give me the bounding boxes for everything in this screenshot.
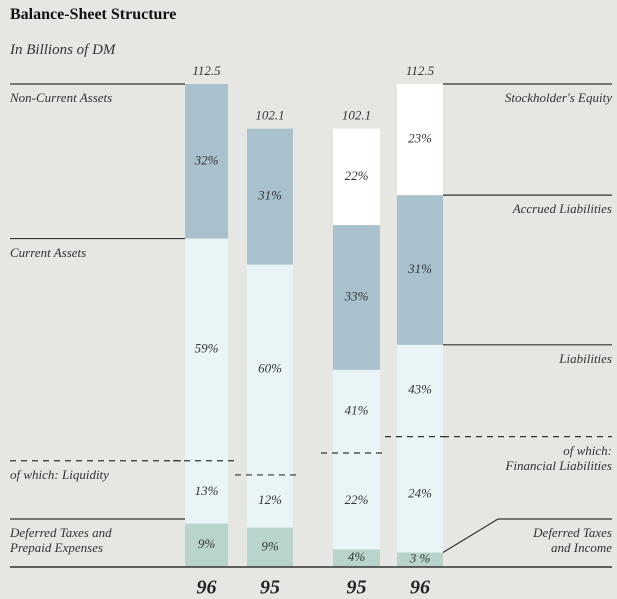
value-label: 9% xyxy=(198,536,216,551)
chart-subtitle: In Billions of DM xyxy=(10,42,116,58)
side-label: Current Assets xyxy=(10,244,87,260)
bar-segment xyxy=(333,128,380,226)
value-label: 13% xyxy=(195,483,219,498)
value-label: 22% xyxy=(345,168,369,183)
total-label: 112.5 xyxy=(192,63,221,78)
value-label: 43% xyxy=(408,382,432,397)
total-label: 112.5 xyxy=(406,63,435,78)
bar-segment xyxy=(247,264,293,528)
value-label: 9% xyxy=(261,538,279,553)
side-label: Liabilities xyxy=(559,350,612,366)
total-label: 102.1 xyxy=(342,108,371,123)
bar-segment xyxy=(185,523,228,567)
value-label: 33% xyxy=(344,288,369,303)
bar-segment xyxy=(397,344,443,553)
bar-segment xyxy=(333,369,380,550)
x-tick-label: 95 xyxy=(260,577,280,599)
value-label: 23% xyxy=(408,131,432,146)
value-label: 12% xyxy=(258,492,282,507)
value-label: 4% xyxy=(348,549,366,564)
total-label: 102.1 xyxy=(255,108,284,123)
value-label: 60% xyxy=(258,361,282,376)
leader-line xyxy=(442,518,499,554)
value-label: 22% xyxy=(345,492,369,507)
value-label: 24% xyxy=(408,486,432,501)
side-label: of which: Liquidity xyxy=(10,466,109,482)
value-label: 3 % xyxy=(409,551,431,566)
bar-segment xyxy=(333,225,380,370)
bar-segment xyxy=(397,552,443,567)
bar-segment xyxy=(397,195,443,345)
x-tick-label: 95 xyxy=(347,577,367,599)
value-label: 31% xyxy=(407,261,432,276)
bar-segment xyxy=(185,84,228,239)
x-tick-label: 96 xyxy=(410,577,430,599)
bar-segment xyxy=(333,549,380,567)
side-label: Stockholder's Equity xyxy=(504,90,612,105)
value-label: 32% xyxy=(194,152,219,167)
value-label: 31% xyxy=(257,188,282,203)
side-label: Accrued Liabilities xyxy=(512,201,612,217)
bar-segment xyxy=(185,238,228,524)
bar-segment xyxy=(247,527,293,567)
side-label: Deferred Taxes and Prepaid Expenses xyxy=(10,525,112,555)
bar-segment xyxy=(397,84,443,196)
side-label: Deferred Taxes and Income xyxy=(533,525,612,555)
chart-title: Balance-Sheet Structure xyxy=(10,6,177,23)
x-tick-label: 96 xyxy=(197,577,217,599)
side-label: Non-Current Assets xyxy=(10,90,113,105)
side-label: of which: Financial Liabilities xyxy=(505,442,612,473)
bar-segment xyxy=(247,128,293,265)
value-label: 41% xyxy=(345,402,369,417)
value-label: 59% xyxy=(195,341,219,356)
